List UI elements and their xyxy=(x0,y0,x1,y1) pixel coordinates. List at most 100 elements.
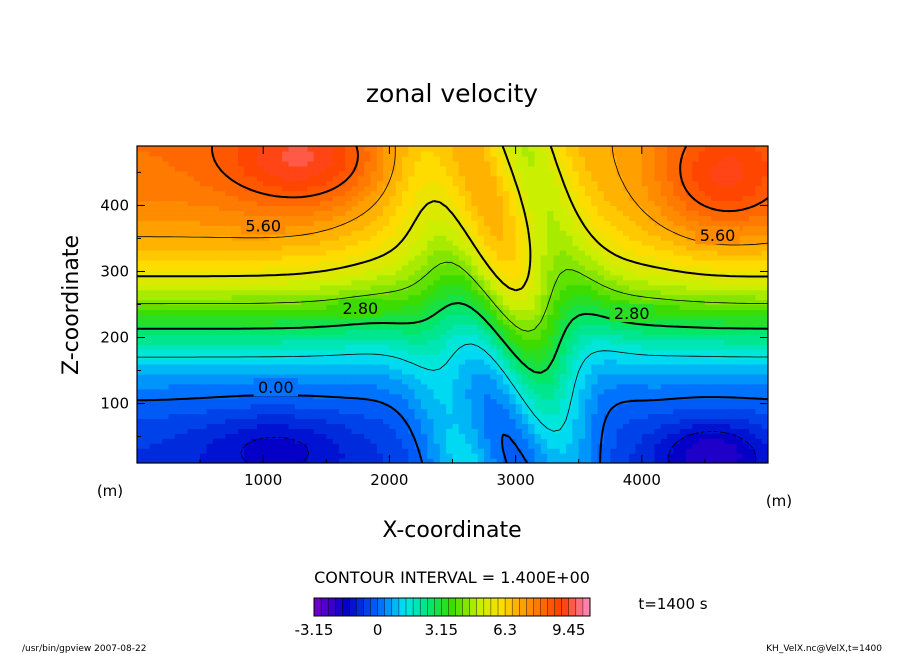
field-cell xyxy=(742,254,750,261)
field-cell xyxy=(149,225,157,231)
field-cell xyxy=(654,225,662,231)
field-cell xyxy=(490,398,498,405)
field-cell xyxy=(256,428,264,434)
field-cell xyxy=(137,245,144,251)
field-cell xyxy=(174,240,182,246)
field-cell xyxy=(755,438,763,444)
field-cell xyxy=(528,314,536,320)
field-cell xyxy=(351,413,359,420)
field-cell xyxy=(155,220,163,226)
field-cell xyxy=(231,230,239,236)
field-cell xyxy=(219,225,226,231)
field-cell xyxy=(244,363,252,370)
field-cell xyxy=(414,220,422,226)
field-cell xyxy=(439,378,447,385)
field-cell xyxy=(572,299,580,306)
field-cell xyxy=(471,220,479,226)
field-cell xyxy=(307,373,315,380)
field-cell xyxy=(540,443,548,449)
field-cell xyxy=(654,329,662,335)
field-cell xyxy=(572,349,580,355)
field-cell xyxy=(660,334,668,340)
field-cell xyxy=(610,448,618,454)
field-cell xyxy=(629,443,637,449)
field-cell xyxy=(187,299,195,306)
field-cell xyxy=(667,408,674,415)
field-cell xyxy=(667,423,674,429)
field-cell xyxy=(635,264,643,271)
field-cell xyxy=(294,240,302,246)
field-cell xyxy=(534,284,542,291)
field-cell xyxy=(667,294,674,301)
field-cell xyxy=(717,259,725,266)
field-cell xyxy=(250,363,258,370)
field-cell xyxy=(736,448,744,454)
field-cell xyxy=(313,438,321,444)
field-cell xyxy=(622,383,630,390)
field-cell xyxy=(420,458,428,463)
field-cell xyxy=(181,413,189,420)
field-cell xyxy=(704,259,712,266)
field-cell xyxy=(761,443,768,449)
field-cell xyxy=(685,294,693,301)
field-cell xyxy=(629,453,637,459)
field-cell xyxy=(244,329,252,335)
field-cell xyxy=(528,250,536,256)
field-cell xyxy=(534,393,542,400)
field-cell xyxy=(319,413,327,420)
field-cell xyxy=(654,349,662,355)
field-cell xyxy=(326,235,334,241)
field-cell xyxy=(370,334,378,340)
field-cell xyxy=(326,259,334,266)
field-cell xyxy=(326,433,334,439)
field-cell xyxy=(553,388,561,395)
field-cell xyxy=(351,279,359,286)
field-cell xyxy=(332,448,340,454)
field-cell xyxy=(137,378,144,385)
field-cell xyxy=(490,235,498,241)
field-cell xyxy=(635,344,643,350)
field-cell xyxy=(749,388,756,395)
field-cell xyxy=(679,289,687,296)
field-cell xyxy=(212,274,220,281)
field-cell xyxy=(610,225,618,231)
field-cell xyxy=(660,215,668,221)
field-cell xyxy=(143,309,151,315)
field-cell xyxy=(402,453,409,459)
field-cell xyxy=(332,373,340,380)
field-cell xyxy=(452,240,460,246)
field-cell xyxy=(294,319,302,325)
field-cell xyxy=(603,433,611,439)
field-cell xyxy=(326,319,334,325)
field-cell xyxy=(301,354,308,360)
field-cell xyxy=(641,349,649,355)
field-cell xyxy=(502,294,510,301)
field-cell xyxy=(742,438,750,444)
field-cell xyxy=(477,349,485,355)
field-cell xyxy=(534,245,542,251)
field-cell xyxy=(313,388,321,395)
field-cell xyxy=(357,393,365,400)
field-cell xyxy=(692,259,700,266)
field-cell xyxy=(332,279,340,286)
field-cell xyxy=(364,443,372,449)
field-cell xyxy=(755,393,763,400)
field-cell xyxy=(736,329,744,335)
field-cell xyxy=(383,458,390,463)
field-cell xyxy=(452,274,460,281)
field-cell xyxy=(496,363,504,370)
field-cell xyxy=(679,319,687,325)
field-cell xyxy=(490,349,498,355)
field-cell xyxy=(427,423,435,429)
field-cell xyxy=(591,398,599,405)
field-cell xyxy=(528,334,536,340)
field-cell xyxy=(477,373,485,380)
field-cell xyxy=(502,344,510,350)
field-cell xyxy=(698,443,706,449)
field-cell xyxy=(439,274,447,281)
field-cell xyxy=(395,433,403,439)
field-cell xyxy=(301,418,308,424)
field-cell xyxy=(162,215,170,221)
field-cell xyxy=(566,443,573,449)
field-cell xyxy=(408,220,416,226)
